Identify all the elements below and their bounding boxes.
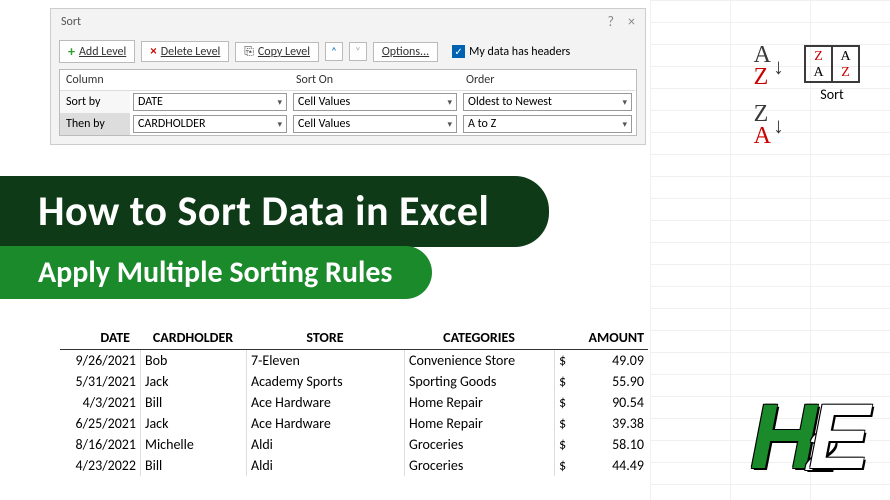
cell-date: 6/25/2021 <box>60 413 140 434</box>
sort-asc-button[interactable]: AZ↓ <box>754 45 784 88</box>
cell-holder: Bill <box>140 455 246 476</box>
table-row: 6/25/2021JackAce HardwareHome Repair$39.… <box>60 413 648 434</box>
cell-date: 4/3/2021 <box>60 392 140 413</box>
cell-store: Aldi <box>246 434 404 455</box>
move-down-button[interactable]: ˅ <box>349 42 367 61</box>
sort-button-label: Sort <box>820 86 843 103</box>
rule-label: Then by <box>60 113 130 135</box>
down-arrow-icon: ↓ <box>773 54 784 80</box>
check-icon: ✓ <box>452 45 465 58</box>
table-row: 4/3/2021BillAce HardwareHome Repair$90.5… <box>60 392 648 413</box>
down-arrow-icon: ↓ <box>773 113 784 139</box>
cell-holder: Jack <box>140 413 246 434</box>
headers-checkbox-wrap[interactable]: ✓ My data has headers <box>452 45 570 59</box>
order-dropdown[interactable]: Oldest to Newest▾ <box>463 93 632 111</box>
chevron-down-icon: ▾ <box>277 119 282 130</box>
cell-store: Ace Hardware <box>246 392 404 413</box>
chevron-down-icon: ▾ <box>622 97 627 108</box>
cell-amount: $39.38 <box>554 413 648 434</box>
sort-rule-row: Then by CARDHOLDER▾ Cell Values▾ A to Z▾ <box>60 113 636 135</box>
cell-holder: Michelle <box>140 434 246 455</box>
add-label: Add Level <box>79 45 126 59</box>
field-dropdown[interactable]: CARDHOLDER▾ <box>133 115 287 133</box>
cell-cat: Home Repair <box>404 413 554 434</box>
col-categories: CATEGORIES <box>404 326 554 350</box>
sorton-dropdown[interactable]: Cell Values▾ <box>293 115 457 133</box>
cell-store: Ace Hardware <box>246 413 404 434</box>
cell-amount: $58.10 <box>554 434 648 455</box>
col-date: DATE <box>60 326 140 350</box>
ribbon-sort-icons: AZ↓ ZA↓ ZA AZ Sort <box>754 45 860 147</box>
col-header-order: Order <box>460 70 635 91</box>
cell-store: Aldi <box>246 455 404 476</box>
col-store: STORE <box>246 326 404 350</box>
dialog-toolbar: + Add Level × Delete Level ⎘ Copy Level … <box>51 34 645 69</box>
sorton-dropdown[interactable]: Cell Values▾ <box>293 93 457 111</box>
table-row: 8/16/2021MichelleAldiGroceries$58.10 <box>60 434 648 455</box>
help-icon[interactable]: ? <box>608 13 615 30</box>
col-cardholder: CARDHOLDER <box>140 326 246 350</box>
sort-rule-row: Sort by DATE▾ Cell Values▾ Oldest to New… <box>60 91 636 113</box>
cell-amount: $90.54 <box>554 392 648 413</box>
cell-date: 9/26/2021 <box>60 350 140 371</box>
table-header-row: DATE CARDHOLDER STORE CATEGORIES AMOUNT <box>60 326 648 350</box>
cell-cat: Sporting Goods <box>404 371 554 392</box>
sort-dialog: Sort ? × + Add Level × Delete Level ⎘ Co… <box>50 8 646 145</box>
cell-cat: Groceries <box>404 434 554 455</box>
chevron-down-icon: ▾ <box>277 97 282 108</box>
dialog-title: Sort <box>61 15 81 29</box>
chevron-down-icon: ▾ <box>447 119 452 130</box>
field-dropdown[interactable]: DATE▾ <box>133 93 287 111</box>
cell-date: 4/23/2022 <box>60 455 140 476</box>
cell-amount: $44.49 <box>554 455 648 476</box>
sort-dialog-button[interactable]: ZA AZ Sort <box>804 45 860 103</box>
order-dropdown[interactable]: A to Z▾ <box>463 115 632 133</box>
cell-store: 7-Eleven <box>246 350 404 371</box>
headers-checkbox-label: My data has headers <box>469 45 570 59</box>
add-level-button[interactable]: + Add Level <box>59 40 135 63</box>
copy-level-button[interactable]: ⎘ Copy Level <box>235 42 319 62</box>
cell-store: Academy Sports <box>246 371 404 392</box>
cell-amount: $49.09 <box>554 350 648 371</box>
cell-date: 8/16/2021 <box>60 434 140 455</box>
sort-rules-grid: Column Sort On Order Sort by DATE▾ Cell … <box>59 69 637 136</box>
chevron-down-icon: ▾ <box>622 119 627 130</box>
title-banner-sub: Apply Multiple Sorting Rules <box>0 246 432 299</box>
cell-cat: Convenience Store <box>404 350 554 371</box>
col-header-column: Column <box>60 70 130 91</box>
close-icon[interactable]: × <box>628 13 635 30</box>
table-row: 5/31/2021JackAcademy SportsSporting Good… <box>60 371 648 392</box>
cell-cat: Home Repair <box>404 392 554 413</box>
col-amount: AMOUNT <box>554 326 648 350</box>
cell-amount: $55.90 <box>554 371 648 392</box>
delete-level-button[interactable]: × Delete Level <box>141 41 229 62</box>
data-table: DATE CARDHOLDER STORE CATEGORIES AMOUNT … <box>60 326 648 476</box>
options-button[interactable]: Options... <box>373 42 438 62</box>
cell-holder: Bob <box>140 350 246 371</box>
plus-icon: + <box>68 43 75 60</box>
move-up-button[interactable]: ˄ <box>325 42 343 61</box>
copy-label: Copy Level <box>258 45 310 59</box>
table-row: 4/23/2022BillAldiGroceries$44.49 <box>60 455 648 476</box>
delete-label: Delete Level <box>161 45 221 59</box>
h2e-logo: H2E <box>750 385 870 490</box>
options-label: Options... <box>382 45 429 59</box>
x-icon: × <box>150 44 156 59</box>
rule-label: Sort by <box>60 91 130 113</box>
cell-date: 5/31/2021 <box>60 371 140 392</box>
dialog-titlebar: Sort ? × <box>51 9 645 34</box>
cell-cat: Groceries <box>404 455 554 476</box>
title-banner-main: How to Sort Data in Excel <box>0 176 549 247</box>
cell-holder: Jack <box>140 371 246 392</box>
sort-desc-button[interactable]: ZA↓ <box>754 104 784 147</box>
col-header-sorton: Sort On <box>290 70 460 91</box>
cell-holder: Bill <box>140 392 246 413</box>
copy-icon: ⎘ <box>244 45 254 59</box>
chevron-down-icon: ▾ <box>447 97 452 108</box>
table-row: 9/26/2021Bob7-ElevenConvenience Store$49… <box>60 350 648 371</box>
